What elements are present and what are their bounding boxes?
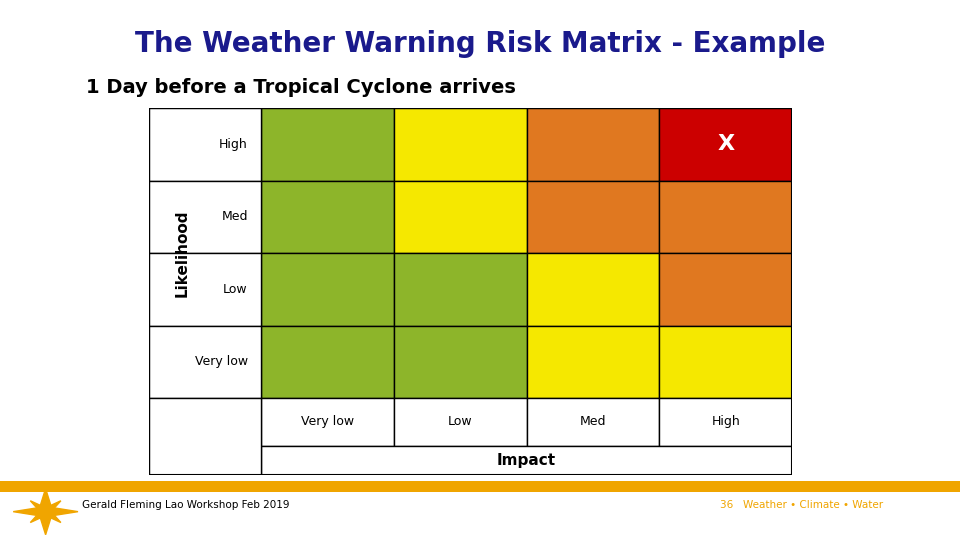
Text: 36   Weather • Climate • Water: 36 Weather • Climate • Water: [720, 500, 883, 510]
Text: X: X: [717, 134, 734, 154]
Polygon shape: [46, 507, 78, 517]
Text: Gerald Fleming Lao Workshop Feb 2019: Gerald Fleming Lao Workshop Feb 2019: [82, 500, 289, 510]
Bar: [261, 180, 394, 253]
Polygon shape: [38, 512, 53, 535]
Text: Med: Med: [580, 415, 607, 428]
Polygon shape: [42, 501, 60, 514]
Bar: [394, 398, 527, 446]
Text: Med: Med: [222, 210, 248, 223]
Polygon shape: [13, 507, 46, 517]
Text: Low: Low: [448, 415, 472, 428]
Bar: [149, 180, 261, 253]
Bar: [261, 446, 792, 475]
Text: Very low: Very low: [301, 415, 354, 428]
Bar: [527, 253, 660, 326]
Text: Low: Low: [224, 283, 248, 296]
Bar: [261, 253, 394, 326]
Bar: [394, 253, 527, 326]
Bar: [394, 326, 527, 398]
Text: Very low: Very low: [195, 355, 248, 368]
Bar: [261, 108, 394, 180]
Bar: [394, 180, 527, 253]
Polygon shape: [42, 509, 60, 523]
Bar: [660, 180, 792, 253]
Text: Likelihood: Likelihood: [175, 210, 190, 297]
Bar: [527, 180, 660, 253]
Bar: [527, 326, 660, 398]
Bar: [149, 326, 261, 398]
Bar: [660, 398, 792, 446]
Text: High: High: [219, 138, 248, 151]
Bar: [261, 326, 394, 398]
Bar: [261, 398, 394, 446]
Bar: [149, 398, 261, 475]
Bar: [394, 108, 527, 180]
Text: High: High: [711, 415, 740, 428]
Bar: [149, 108, 261, 180]
Bar: [527, 108, 660, 180]
Bar: [660, 253, 792, 326]
Polygon shape: [38, 489, 53, 512]
Polygon shape: [31, 509, 49, 523]
Polygon shape: [31, 501, 49, 514]
Bar: [149, 253, 261, 326]
Text: The Weather Warning Risk Matrix - Example: The Weather Warning Risk Matrix - Exampl…: [134, 30, 826, 58]
Bar: [660, 326, 792, 398]
Text: Impact: Impact: [497, 453, 556, 468]
Bar: [527, 398, 660, 446]
Text: 1 Day before a Tropical Cyclone arrives: 1 Day before a Tropical Cyclone arrives: [86, 78, 516, 97]
Bar: [660, 108, 792, 180]
